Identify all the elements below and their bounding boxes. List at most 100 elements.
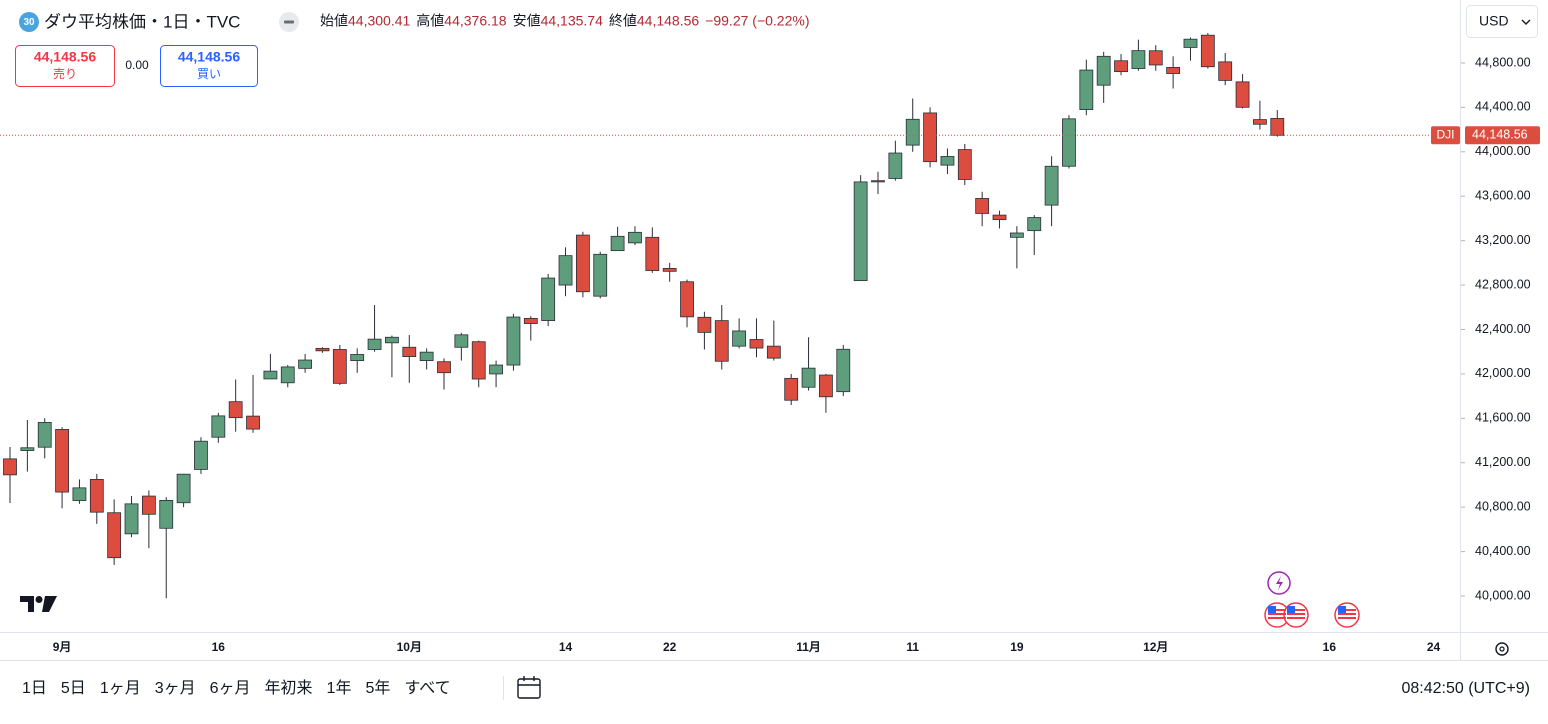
change: −99.27 (−0.22%) [705, 13, 809, 29]
candle-body [1148, 50, 1163, 66]
candle-body [20, 447, 35, 451]
y-tick-label: 44,400.00 [1475, 100, 1531, 114]
ohlc-label: 安値 [513, 13, 541, 29]
ohlc-label: 始値 [320, 13, 348, 29]
candle-body [437, 361, 451, 374]
y-tick-label: 42,800.00 [1475, 277, 1531, 291]
candle-body [1027, 217, 1042, 232]
x-tick-label: 16 [212, 640, 226, 654]
candle-body [141, 495, 156, 515]
candle-body [298, 359, 313, 369]
candle-body [107, 512, 122, 559]
candle-body [1131, 50, 1146, 69]
candle-body [1062, 118, 1076, 167]
candle-body [124, 503, 139, 535]
x-tick-label: 22 [663, 640, 677, 654]
candle-body [541, 277, 556, 322]
candle-body [888, 152, 903, 179]
candle-body [1079, 69, 1094, 111]
candle-body [853, 181, 868, 282]
settings-button[interactable] [1495, 642, 1509, 656]
collapse-icon [284, 20, 294, 24]
candle-body [819, 374, 833, 398]
candle-body [575, 234, 590, 293]
candle-body [871, 180, 885, 183]
candle-body [3, 458, 17, 476]
x-tick-label: 24 [1427, 640, 1441, 654]
x-tick-label: 16 [1323, 640, 1337, 654]
range-button[interactable]: 年初来 [265, 679, 313, 697]
candle-body [350, 354, 365, 361]
candle-body [1253, 119, 1267, 125]
candle-body [628, 231, 642, 244]
range-button[interactable]: 1年 [327, 679, 352, 697]
sell-button[interactable] [15, 45, 115, 87]
buy-button[interactable] [160, 45, 258, 87]
candle-body [489, 364, 503, 375]
range-button[interactable]: 3ヶ月 [155, 680, 196, 697]
y-tick-label: 40,800.00 [1475, 499, 1531, 513]
candle-body [246, 415, 260, 430]
ohlc-value: 44,300.41 [348, 13, 410, 29]
currency-button[interactable] [1466, 5, 1538, 38]
event-icons [1264, 571, 1360, 628]
ohlc-value: 44,148.56 [637, 13, 699, 29]
ohlc-label: 終値 [609, 13, 637, 29]
candle-body [506, 316, 521, 366]
x-tick-label: 19 [1010, 640, 1024, 654]
y-tick-label: 44,000.00 [1475, 144, 1531, 158]
settings-icon [1499, 646, 1505, 652]
candle-body [836, 348, 851, 393]
currency: USD [1479, 13, 1509, 29]
range-button[interactable]: すべて [404, 679, 450, 697]
symbol-tag-text: DJI [1437, 127, 1455, 141]
candle-body [367, 338, 382, 350]
y-tick-label: 41,200.00 [1475, 455, 1531, 469]
candle-body [1218, 61, 1233, 81]
symbol-tag [1431, 126, 1460, 145]
range-button[interactable]: 1ヶ月 [100, 680, 141, 697]
x-tick-label: 9月 [53, 640, 72, 654]
candle-body [714, 320, 729, 362]
sell-price: 44,148.56 [34, 49, 96, 65]
candle-body [263, 370, 278, 380]
tradingview-logo [20, 596, 57, 612]
y-tick-label: 42,400.00 [1475, 322, 1531, 336]
candle-body [1235, 81, 1250, 108]
y-tick-label: 40,000.00 [1475, 588, 1531, 602]
x-tick-label: 10月 [397, 640, 422, 654]
buy-label: 買い [197, 67, 221, 81]
chart-title: ダウ平均株価・1日・TVC [44, 12, 240, 31]
range-button[interactable]: 1日 [22, 680, 47, 697]
candle-body [1183, 38, 1198, 48]
candle-body [194, 440, 208, 470]
candle-body [784, 377, 799, 401]
candle-body [1114, 60, 1128, 73]
candle-body [1270, 118, 1285, 136]
range-button[interactable]: 6ヶ月 [210, 680, 251, 697]
candle-body [975, 198, 990, 214]
candle-body [419, 351, 434, 361]
y-tick-label: 44,800.00 [1475, 55, 1531, 69]
symbol-badge-text: 30 [23, 17, 35, 28]
sell-label: 売り [53, 66, 77, 81]
x-tick-label: 11月 [796, 640, 821, 654]
candle-body [454, 334, 469, 348]
candle-body [89, 479, 104, 513]
range-button[interactable]: 5年 [365, 679, 390, 697]
date-range-button[interactable] [517, 676, 541, 699]
candle-body [211, 415, 226, 438]
candle-body [905, 118, 920, 146]
symbol-badge [19, 12, 39, 32]
candle-body [732, 330, 747, 347]
candle-body [749, 339, 764, 349]
candle-body [801, 367, 816, 388]
candle-body [593, 253, 608, 297]
range-button[interactable]: 5日 [61, 680, 86, 697]
currency-caret [1521, 19, 1531, 25]
buy-price: 44,148.56 [178, 49, 240, 65]
candle-body [610, 235, 625, 252]
candle-body [558, 255, 573, 286]
y-tick-label: 43,200.00 [1475, 233, 1531, 247]
